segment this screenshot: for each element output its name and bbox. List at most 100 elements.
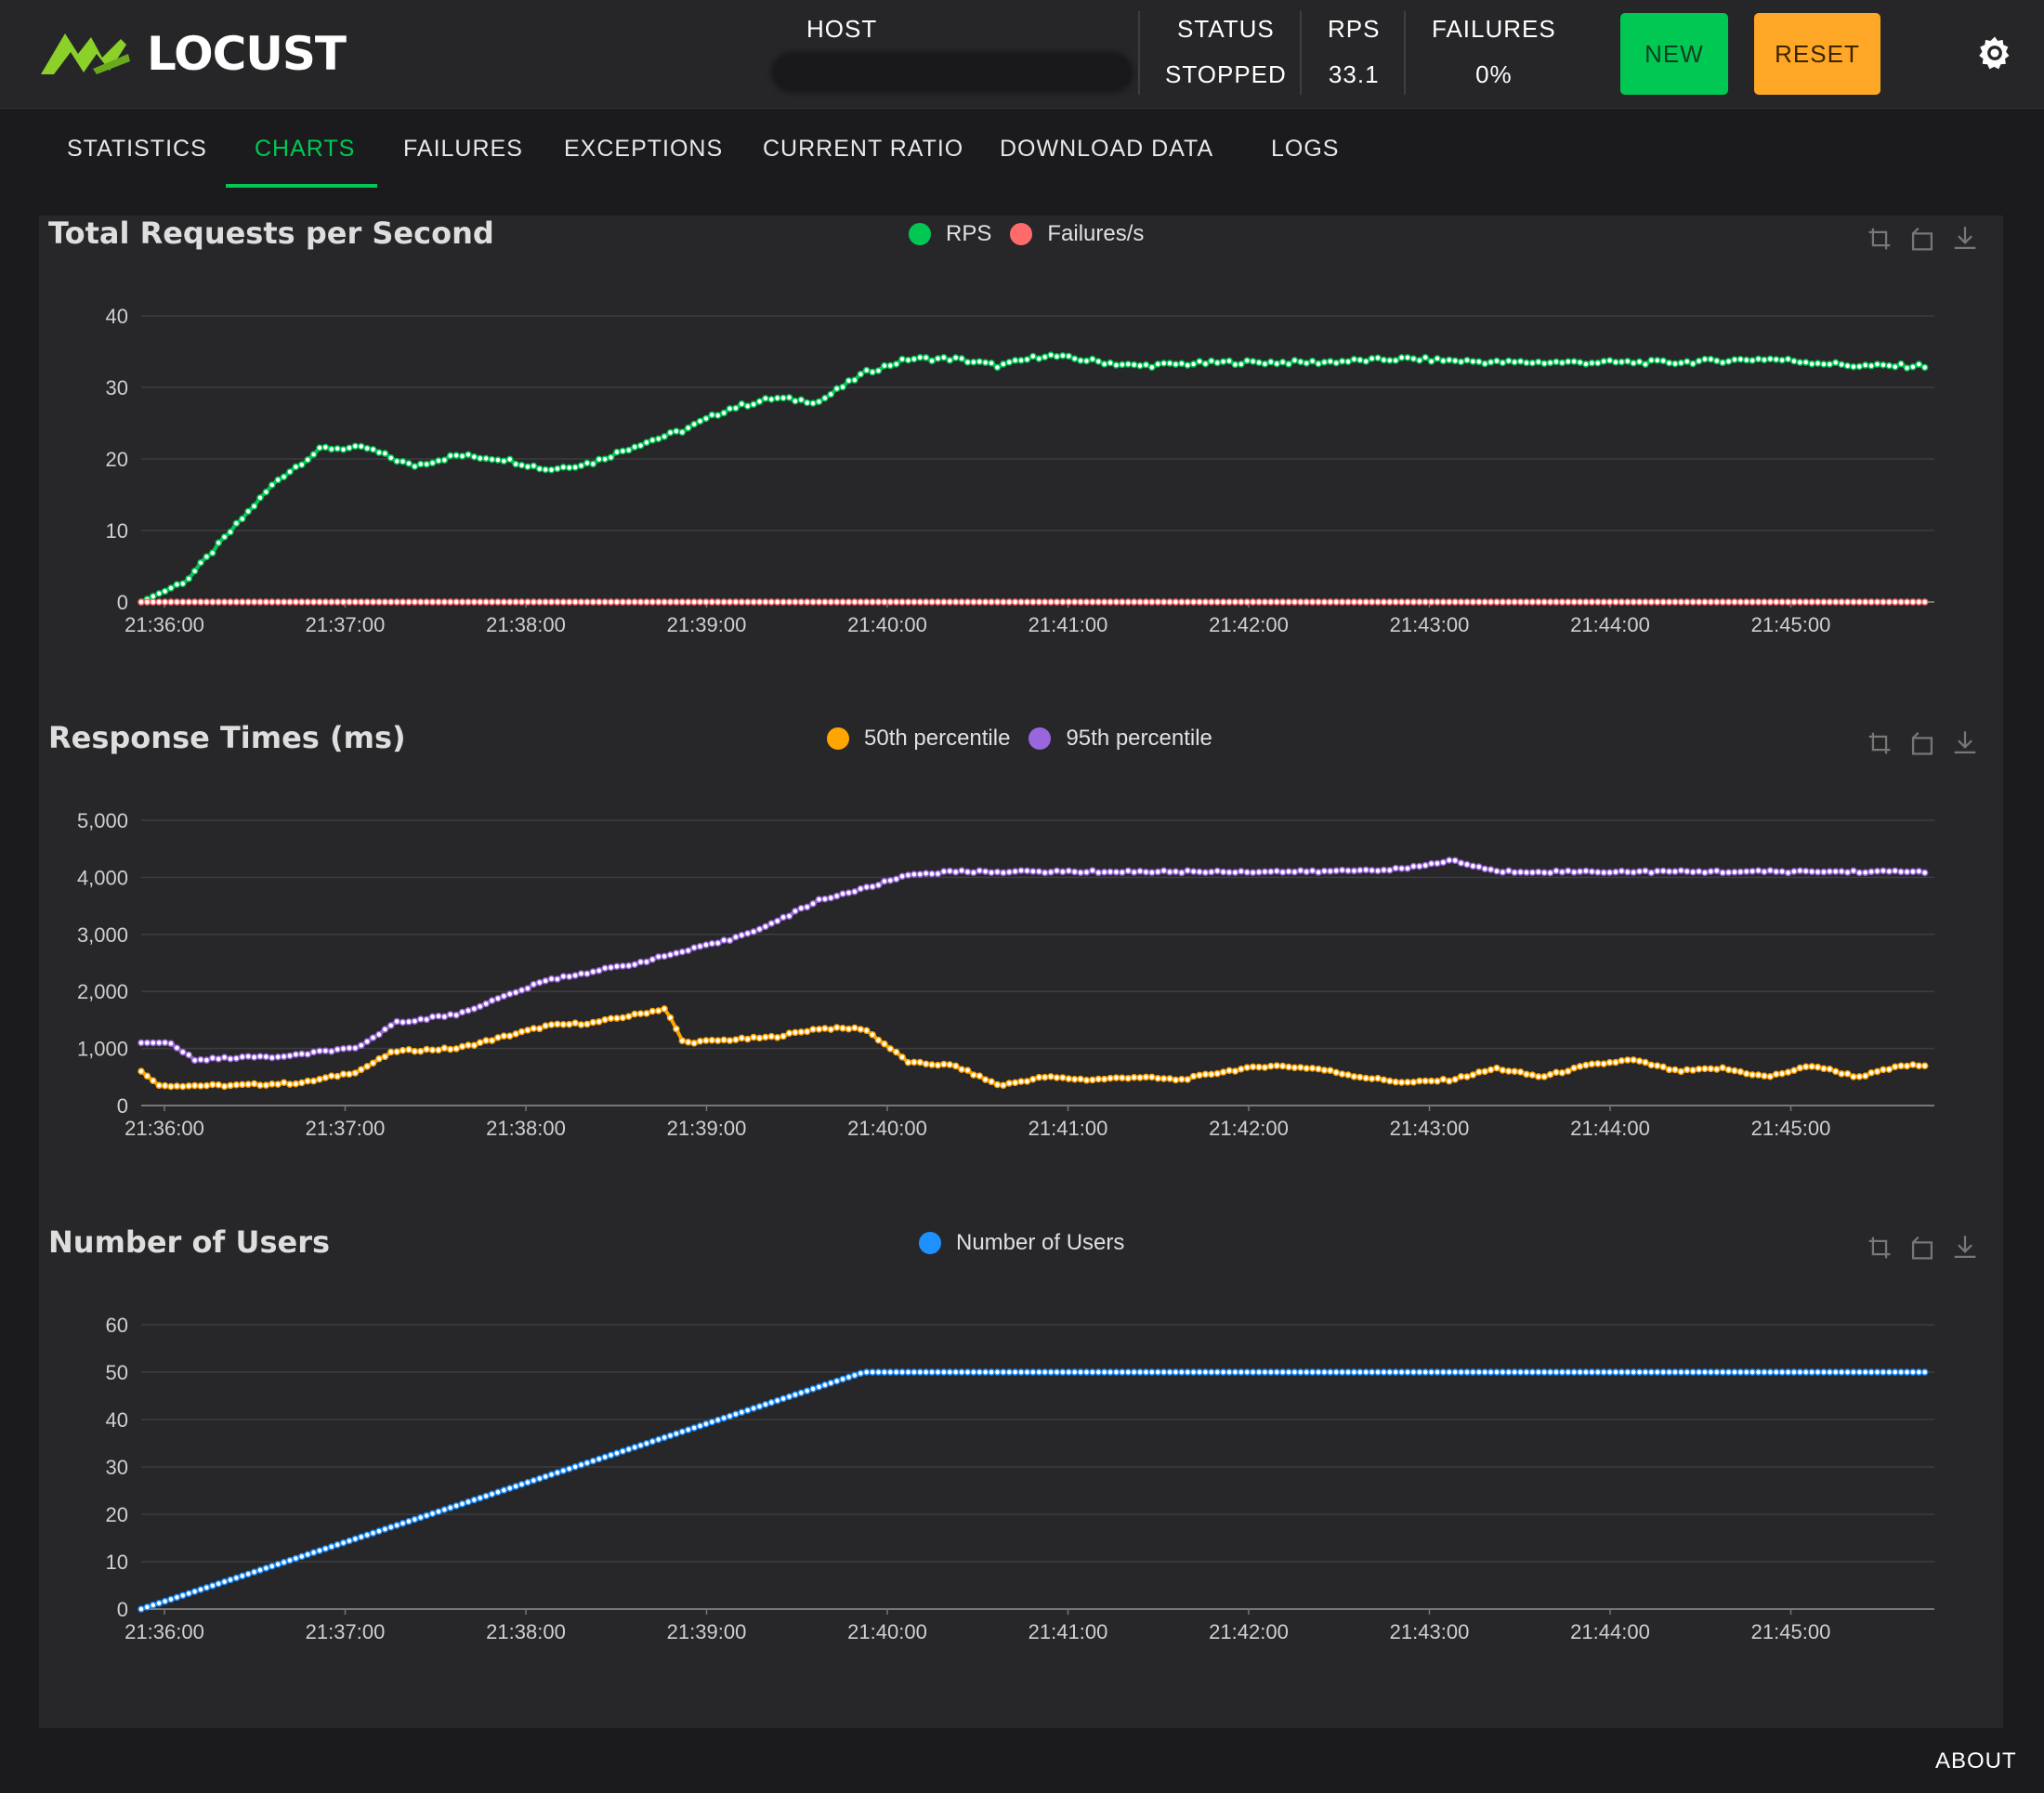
data-point	[821, 598, 829, 606]
download-icon[interactable]	[1949, 223, 1981, 255]
data-point	[963, 359, 972, 366]
new-button[interactable]: NEW	[1620, 13, 1728, 95]
data-point	[1749, 868, 1756, 875]
data-point	[1802, 598, 1810, 606]
data-point	[488, 1490, 496, 1499]
tab-current-ratio[interactable]: CURRENT RATIO	[763, 136, 964, 162]
data-point	[684, 1038, 692, 1046]
data-point	[1278, 1368, 1287, 1376]
restore-icon[interactable]	[1906, 223, 1938, 255]
data-point	[1707, 355, 1715, 363]
x-tick-label: 21:36:00	[124, 613, 204, 636]
gear-icon[interactable]	[1975, 33, 2014, 72]
zoom-icon[interactable]	[1864, 223, 1895, 255]
data-point	[1802, 1368, 1810, 1376]
tab-charts[interactable]: CHARTS	[255, 136, 356, 162]
restore-icon[interactable]	[1906, 727, 1938, 759]
legend-item-users[interactable]: Number of Users	[919, 1230, 1124, 1256]
data-point	[232, 1080, 241, 1089]
data-point	[1124, 867, 1132, 875]
data-point	[1754, 867, 1762, 874]
data-point	[1677, 1067, 1685, 1076]
data-point	[435, 457, 442, 465]
tab-download-data[interactable]: DOWNLOAD DATA	[1000, 136, 1214, 162]
data-point	[1766, 867, 1775, 874]
data-point	[911, 355, 918, 363]
data-point	[1457, 859, 1465, 867]
data-point	[1487, 866, 1495, 873]
data-point	[1261, 1368, 1269, 1376]
data-point	[1493, 1368, 1500, 1376]
data-point	[958, 867, 965, 874]
data-point	[173, 598, 181, 606]
data-point	[1213, 1368, 1221, 1376]
data-point	[1238, 360, 1245, 368]
data-point	[1338, 358, 1346, 365]
data-point	[1659, 1368, 1667, 1376]
data-point	[1005, 1080, 1014, 1087]
data-point	[1320, 1368, 1329, 1376]
data-point	[1861, 361, 1869, 369]
data-point	[1029, 1075, 1037, 1083]
tab-statistics[interactable]: STATISTICS	[67, 136, 207, 162]
data-point	[375, 1030, 383, 1039]
data-point	[1172, 360, 1180, 368]
legend-item-rps[interactable]: RPS	[909, 221, 991, 247]
data-point	[1605, 1368, 1614, 1376]
data-point	[1535, 1368, 1542, 1376]
legend-item-p50[interactable]: 50th percentile	[827, 726, 1010, 752]
download-icon[interactable]	[1949, 727, 1981, 759]
data-point	[1761, 1368, 1768, 1376]
legend-item-failures[interactable]: Failures/s	[1010, 221, 1144, 247]
data-point	[619, 447, 627, 455]
data-point	[256, 1053, 264, 1060]
data-point	[696, 417, 704, 425]
data-point	[1166, 598, 1173, 606]
data-point	[708, 598, 716, 606]
zoom-icon[interactable]	[1864, 727, 1895, 759]
data-point	[732, 404, 740, 412]
download-icon[interactable]	[1949, 1232, 1981, 1263]
locust-logo[interactable]: LOCUST	[37, 26, 347, 82]
data-point	[1315, 1065, 1322, 1073]
data-point	[1166, 868, 1173, 876]
tab-failures[interactable]: FAILURES	[403, 136, 523, 162]
data-point	[1148, 1368, 1156, 1376]
data-point	[346, 598, 353, 606]
tab-exceptions[interactable]: EXCEPTIONS	[564, 136, 724, 162]
zoom-icon[interactable]	[1864, 1232, 1895, 1263]
data-point	[970, 869, 977, 876]
data-point	[1112, 361, 1120, 369]
data-point	[1196, 358, 1203, 365]
tab-logs[interactable]: LOGS	[1271, 136, 1340, 162]
data-point	[1308, 867, 1317, 875]
data-point	[1594, 869, 1602, 876]
legend-item-p95[interactable]: 95th percentile	[1029, 726, 1212, 752]
data-point	[1261, 360, 1269, 368]
reset-button[interactable]: RESET	[1754, 13, 1880, 95]
data-point	[1315, 598, 1322, 606]
data-point	[1677, 867, 1685, 874]
data-point	[565, 1465, 573, 1472]
data-point	[369, 1034, 377, 1041]
data-point	[417, 1047, 425, 1055]
data-point	[898, 598, 906, 606]
data-point	[1820, 598, 1828, 606]
data-point	[1719, 359, 1726, 367]
restore-icon[interactable]	[1906, 1232, 1938, 1263]
data-point	[845, 1025, 853, 1033]
data-point	[773, 394, 781, 402]
data-point	[1065, 352, 1073, 360]
data-point	[571, 1019, 579, 1027]
about-link[interactable]: ABOUT	[1935, 1748, 2017, 1773]
data-point	[185, 598, 192, 606]
data-point	[334, 1541, 341, 1549]
data-point	[1327, 598, 1334, 606]
data-point	[554, 1020, 561, 1028]
data-point	[500, 1486, 508, 1494]
data-point	[161, 1597, 169, 1605]
x-tick-label: 21:38:00	[486, 613, 566, 636]
data-point	[1642, 360, 1649, 368]
data-point	[1558, 868, 1566, 876]
